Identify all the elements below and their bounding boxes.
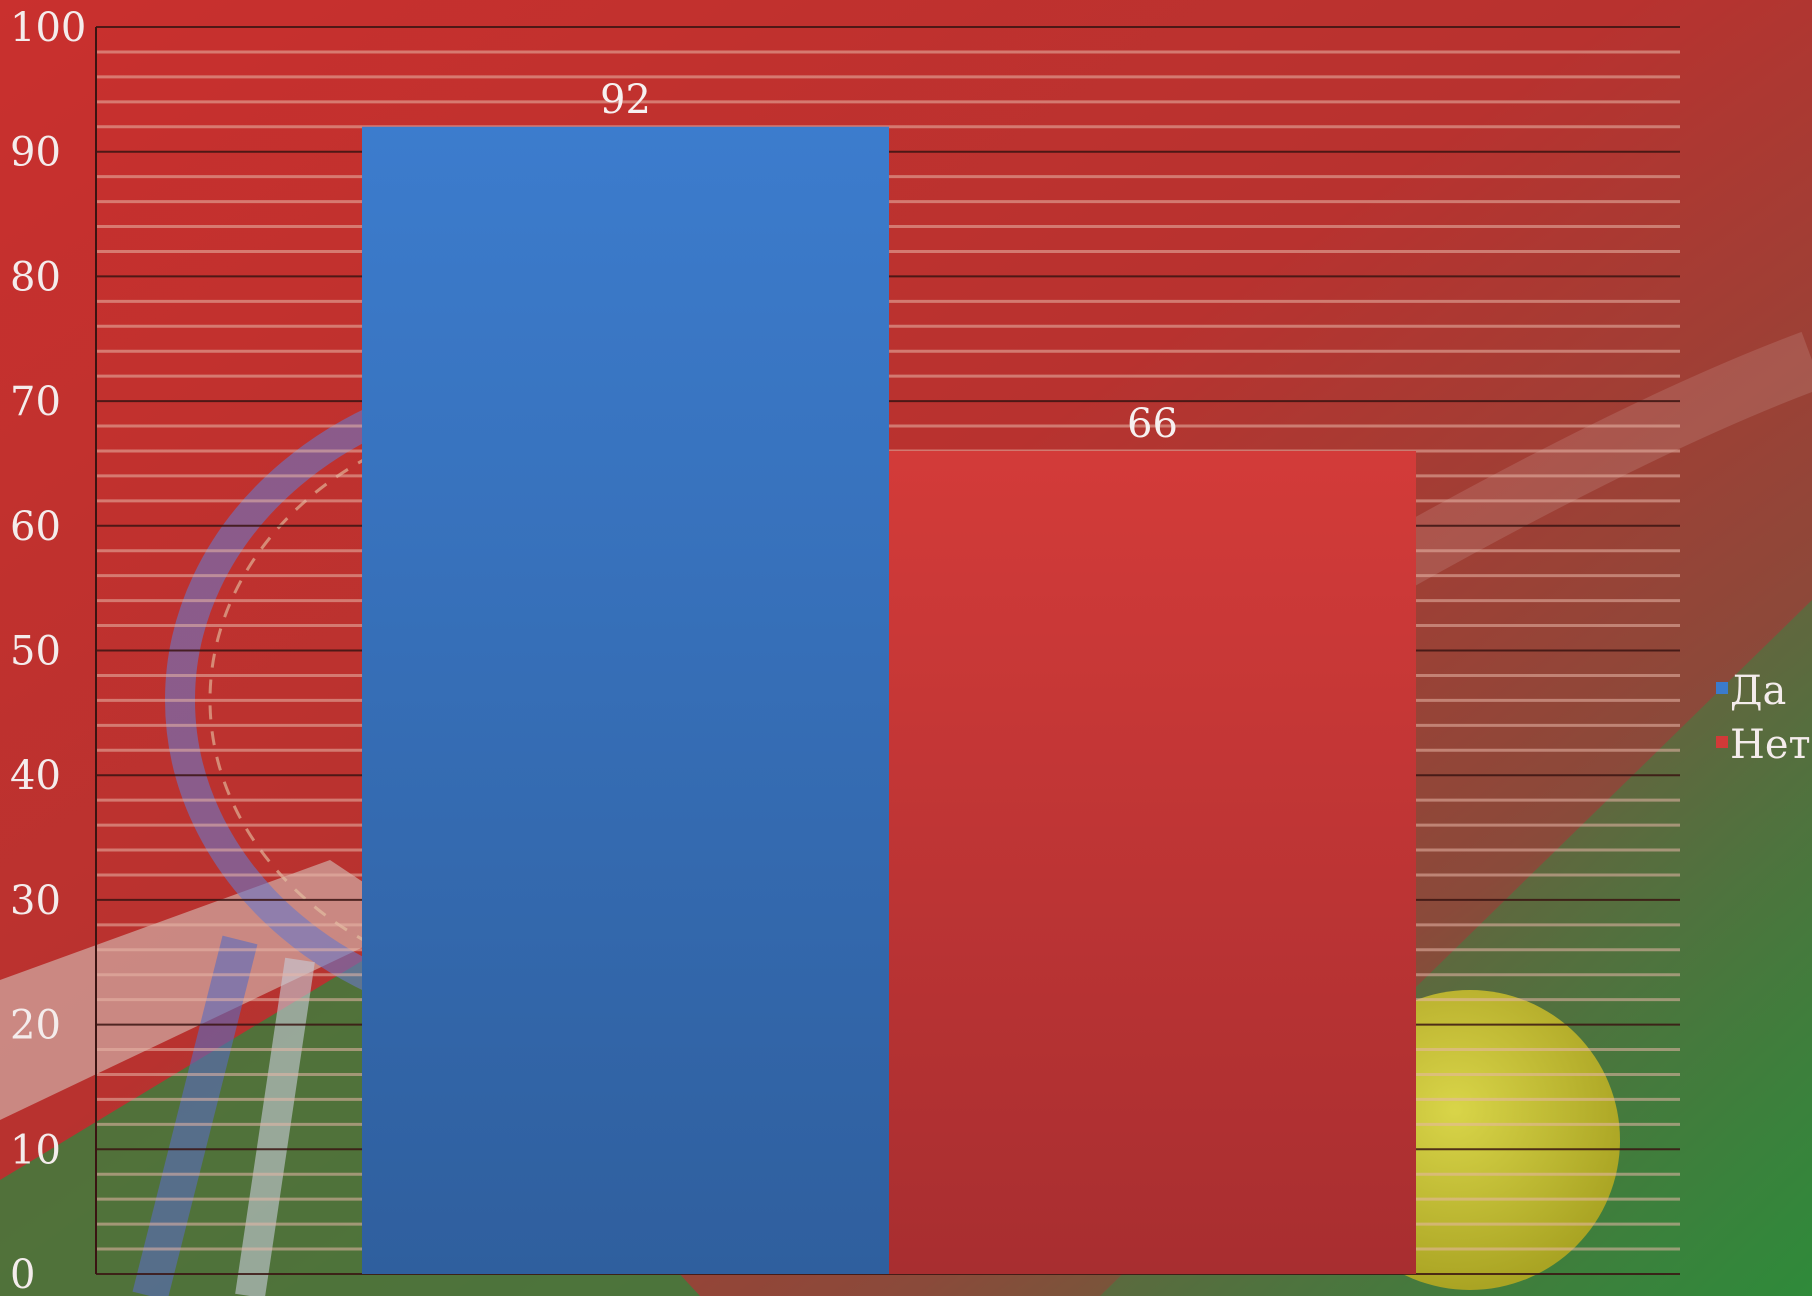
- legend-entry: Да: [1730, 668, 1786, 714]
- y-tick-label: 100: [10, 5, 86, 51]
- bar-net: [889, 450, 1416, 1275]
- data-label: 66: [1127, 401, 1178, 447]
- y-tick-label: 0: [10, 1252, 35, 1296]
- bar-da: [362, 126, 889, 1274]
- y-tick-label: 90: [10, 130, 61, 176]
- y-tick-label: 70: [10, 379, 61, 425]
- data-labels: 92 66: [600, 77, 1178, 447]
- legend-entry: Нет: [1730, 722, 1811, 768]
- legend-swatch: [1716, 736, 1728, 748]
- y-axis: 0 10 20 30 40 50 60 70 80 90 100: [10, 5, 97, 1298]
- y-tick-label: 10: [10, 1127, 61, 1173]
- y-tick-label: 50: [10, 629, 61, 675]
- y-tick-label: 20: [10, 1003, 61, 1049]
- y-tick-label: 40: [10, 753, 61, 799]
- y-tick-label: 30: [10, 878, 61, 924]
- legend: Да Нет: [1716, 668, 1811, 768]
- y-tick-label: 80: [10, 254, 61, 300]
- data-label: 92: [600, 77, 651, 123]
- bars: [362, 126, 1416, 1275]
- legend-swatch: [1716, 682, 1728, 694]
- y-tick-label: 60: [10, 504, 61, 550]
